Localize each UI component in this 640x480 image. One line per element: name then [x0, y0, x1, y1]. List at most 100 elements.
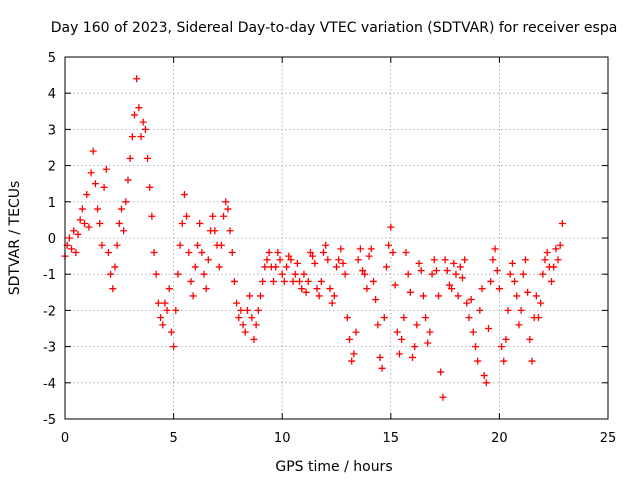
data-point — [200, 270, 208, 278]
data-point — [311, 259, 319, 267]
x-tick-label: 5 — [169, 431, 177, 446]
y-tick-label: 1 — [48, 196, 56, 211]
data-point — [558, 220, 566, 228]
data-point — [337, 245, 345, 253]
data-point — [124, 176, 132, 184]
data-point — [217, 241, 225, 249]
data-point — [341, 270, 349, 278]
data-point — [526, 335, 534, 343]
data-point — [480, 372, 488, 380]
y-tick-label: 3 — [48, 123, 56, 138]
data-point — [263, 256, 271, 264]
data-point — [170, 343, 178, 351]
y-tick-label: 0 — [48, 232, 56, 247]
y-tick-label: 5 — [48, 51, 56, 66]
data-point — [211, 227, 219, 235]
data-point — [102, 165, 110, 173]
data-point — [534, 314, 542, 322]
data-point — [437, 368, 445, 376]
data-point — [85, 223, 93, 231]
data-point — [148, 212, 156, 220]
data-point — [261, 263, 269, 271]
data-point — [126, 154, 134, 162]
data-point — [270, 277, 278, 285]
data-point — [107, 270, 115, 278]
data-point — [519, 270, 527, 278]
data-point — [204, 256, 212, 264]
data-point — [493, 267, 501, 275]
data-point — [537, 299, 545, 307]
data-point — [187, 277, 195, 285]
data-point — [178, 220, 186, 228]
data-point — [139, 118, 147, 126]
data-point — [315, 292, 323, 300]
data-point — [504, 306, 512, 314]
data-point — [172, 306, 180, 314]
data-point — [191, 263, 199, 271]
data-point — [389, 248, 397, 256]
data-point — [367, 245, 375, 253]
data-point — [485, 325, 493, 332]
plot-frame — [64, 56, 609, 420]
data-point — [391, 281, 399, 289]
data-point — [152, 270, 160, 278]
data-point — [131, 111, 139, 119]
data-point — [409, 353, 417, 361]
data-point — [528, 357, 536, 365]
data-point — [511, 277, 519, 285]
data-point — [246, 292, 254, 300]
data-point — [461, 256, 469, 264]
data-point — [398, 335, 406, 343]
data-point — [472, 343, 480, 351]
data-point — [365, 252, 373, 260]
data-point — [302, 288, 310, 296]
data-point — [363, 285, 371, 293]
data-point — [280, 277, 288, 285]
data-point — [450, 259, 458, 267]
data-point — [298, 285, 306, 293]
data-point — [333, 263, 340, 271]
y-tick-label: -5 — [43, 413, 56, 428]
data-point — [550, 263, 558, 271]
data-point — [115, 220, 123, 228]
data-point — [350, 350, 358, 358]
data-point — [259, 277, 267, 285]
data-point — [335, 256, 343, 264]
y-tick-label: -2 — [43, 304, 56, 319]
data-point — [478, 285, 486, 293]
data-point — [254, 306, 262, 314]
data-point — [361, 270, 369, 278]
data-point — [424, 339, 432, 347]
data-point — [250, 335, 258, 343]
data-point — [235, 314, 243, 322]
data-point — [135, 104, 143, 112]
data-point — [380, 314, 388, 322]
data-point — [289, 277, 297, 285]
data-point — [226, 227, 234, 235]
data-point — [309, 252, 317, 260]
data-point — [343, 314, 351, 322]
data-point — [122, 198, 130, 206]
data-point — [248, 314, 256, 322]
data-point — [428, 270, 436, 278]
data-point — [346, 335, 354, 343]
data-point — [326, 285, 334, 293]
data-point — [296, 277, 304, 285]
data-point — [458, 274, 466, 282]
data-point — [70, 227, 78, 235]
y-tick-label: -3 — [43, 341, 56, 356]
data-point — [185, 248, 193, 256]
data-point — [524, 288, 532, 296]
data-point — [157, 314, 165, 322]
data-point — [91, 180, 99, 188]
chart-title: Day 160 of 2023, Sidereal Day-to-day VTE… — [51, 20, 618, 36]
data-point — [482, 379, 490, 387]
data-point — [233, 299, 241, 307]
data-point — [554, 256, 562, 264]
data-point — [76, 216, 84, 224]
data-point — [402, 248, 410, 256]
data-point — [348, 357, 356, 365]
data-point — [209, 212, 217, 220]
data-point — [319, 248, 327, 256]
